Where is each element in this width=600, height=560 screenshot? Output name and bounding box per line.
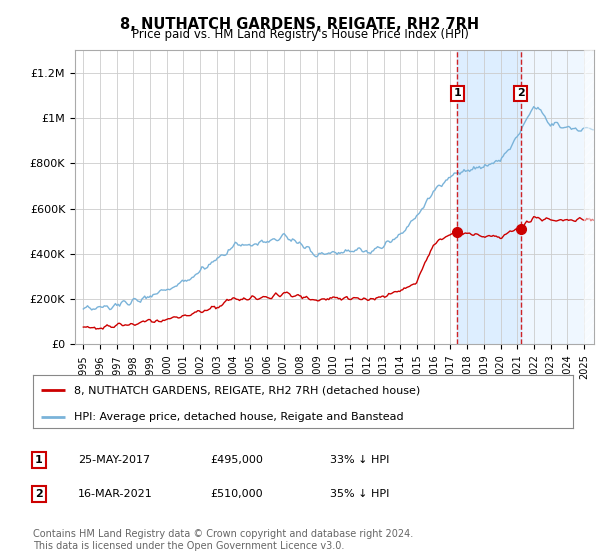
Text: 16-MAR-2021: 16-MAR-2021: [78, 489, 153, 499]
Bar: [521, 50, 594, 344]
Text: HPI: Average price, detached house, Reigate and Banstead: HPI: Average price, detached house, Reig…: [74, 412, 403, 422]
Text: 2: 2: [517, 88, 524, 99]
Text: 25-MAY-2017: 25-MAY-2017: [78, 455, 150, 465]
Text: 8, NUTHATCH GARDENS, REIGATE, RH2 7RH: 8, NUTHATCH GARDENS, REIGATE, RH2 7RH: [121, 17, 479, 32]
Text: £495,000: £495,000: [210, 455, 263, 465]
Text: £510,000: £510,000: [210, 489, 263, 499]
Text: Price paid vs. HM Land Registry's House Price Index (HPI): Price paid vs. HM Land Registry's House …: [131, 28, 469, 41]
Bar: [457, 50, 521, 344]
Text: 8, NUTHATCH GARDENS, REIGATE, RH2 7RH (detached house): 8, NUTHATCH GARDENS, REIGATE, RH2 7RH (d…: [74, 385, 420, 395]
Text: 2: 2: [35, 489, 43, 499]
Text: 33% ↓ HPI: 33% ↓ HPI: [330, 455, 389, 465]
Text: 1: 1: [35, 455, 43, 465]
Text: 35% ↓ HPI: 35% ↓ HPI: [330, 489, 389, 499]
Text: 1: 1: [453, 88, 461, 99]
Text: Contains HM Land Registry data © Crown copyright and database right 2024.
This d: Contains HM Land Registry data © Crown c…: [33, 529, 413, 551]
